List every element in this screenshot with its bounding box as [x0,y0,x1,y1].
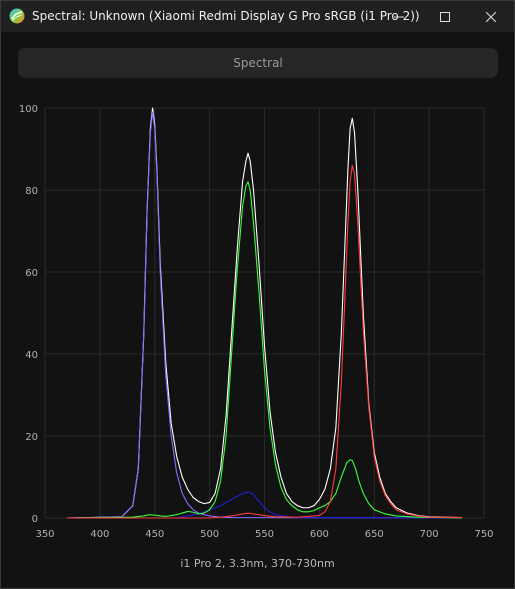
series-line-violet [66,111,463,519]
plot-series [66,107,463,519]
maximize-icon [440,11,450,22]
y-tick-label-40: 40 [25,350,38,361]
x-tick-label-350: 350 [35,529,54,540]
x-tick-label-750: 750 [474,529,493,540]
x-tick-label-600: 600 [310,529,329,540]
minimize-button[interactable] [376,1,422,32]
plot-axes: 350 400 450 500 550 600 650 700 750 0 20 40 60 80 100 [19,104,494,540]
series-line-blue [66,491,463,519]
spectral-button-label: Spectral [233,56,283,70]
y-tick-label-100: 100 [19,104,38,115]
minimize-icon [394,16,404,17]
maximize-button[interactable] [422,1,468,32]
series-line-green [66,181,463,519]
x-tick-label-500: 500 [200,529,219,540]
y-tick-label-80: 80 [25,186,38,197]
x-tick-label-450: 450 [145,529,164,540]
plot-grid [44,107,485,519]
close-icon [486,11,496,22]
x-tick-label-400: 400 [90,529,109,540]
window-title: Spectral: Unknown (Xiaomi Redmi Display … [32,9,420,23]
spectral-plot[interactable]: 350 400 450 500 550 600 650 700 750 0 20 40 60 80 100 [2,92,513,552]
instrument-info: i1 Pro 2, 3.3nm, 370-730nm [180,557,335,570]
x-tick-label-700: 700 [420,529,439,540]
y-tick-label-20: 20 [25,432,38,443]
series-line-red [66,164,463,519]
x-tick-label-550: 550 [255,529,274,540]
y-tick-label-0: 0 [32,514,38,525]
spectral-button[interactable]: Spectral [18,48,498,78]
close-button[interactable] [468,1,514,32]
x-tick-label-650: 650 [365,529,384,540]
window-content: Spectral 350 400 450 500 550 600 650 700 750 0 20 4… [2,32,513,588]
title-bar[interactable]: Spectral: Unknown (Xiaomi Redmi Display … [1,1,514,32]
displaycal-icon [9,8,25,24]
y-tick-label-60: 60 [25,268,38,279]
